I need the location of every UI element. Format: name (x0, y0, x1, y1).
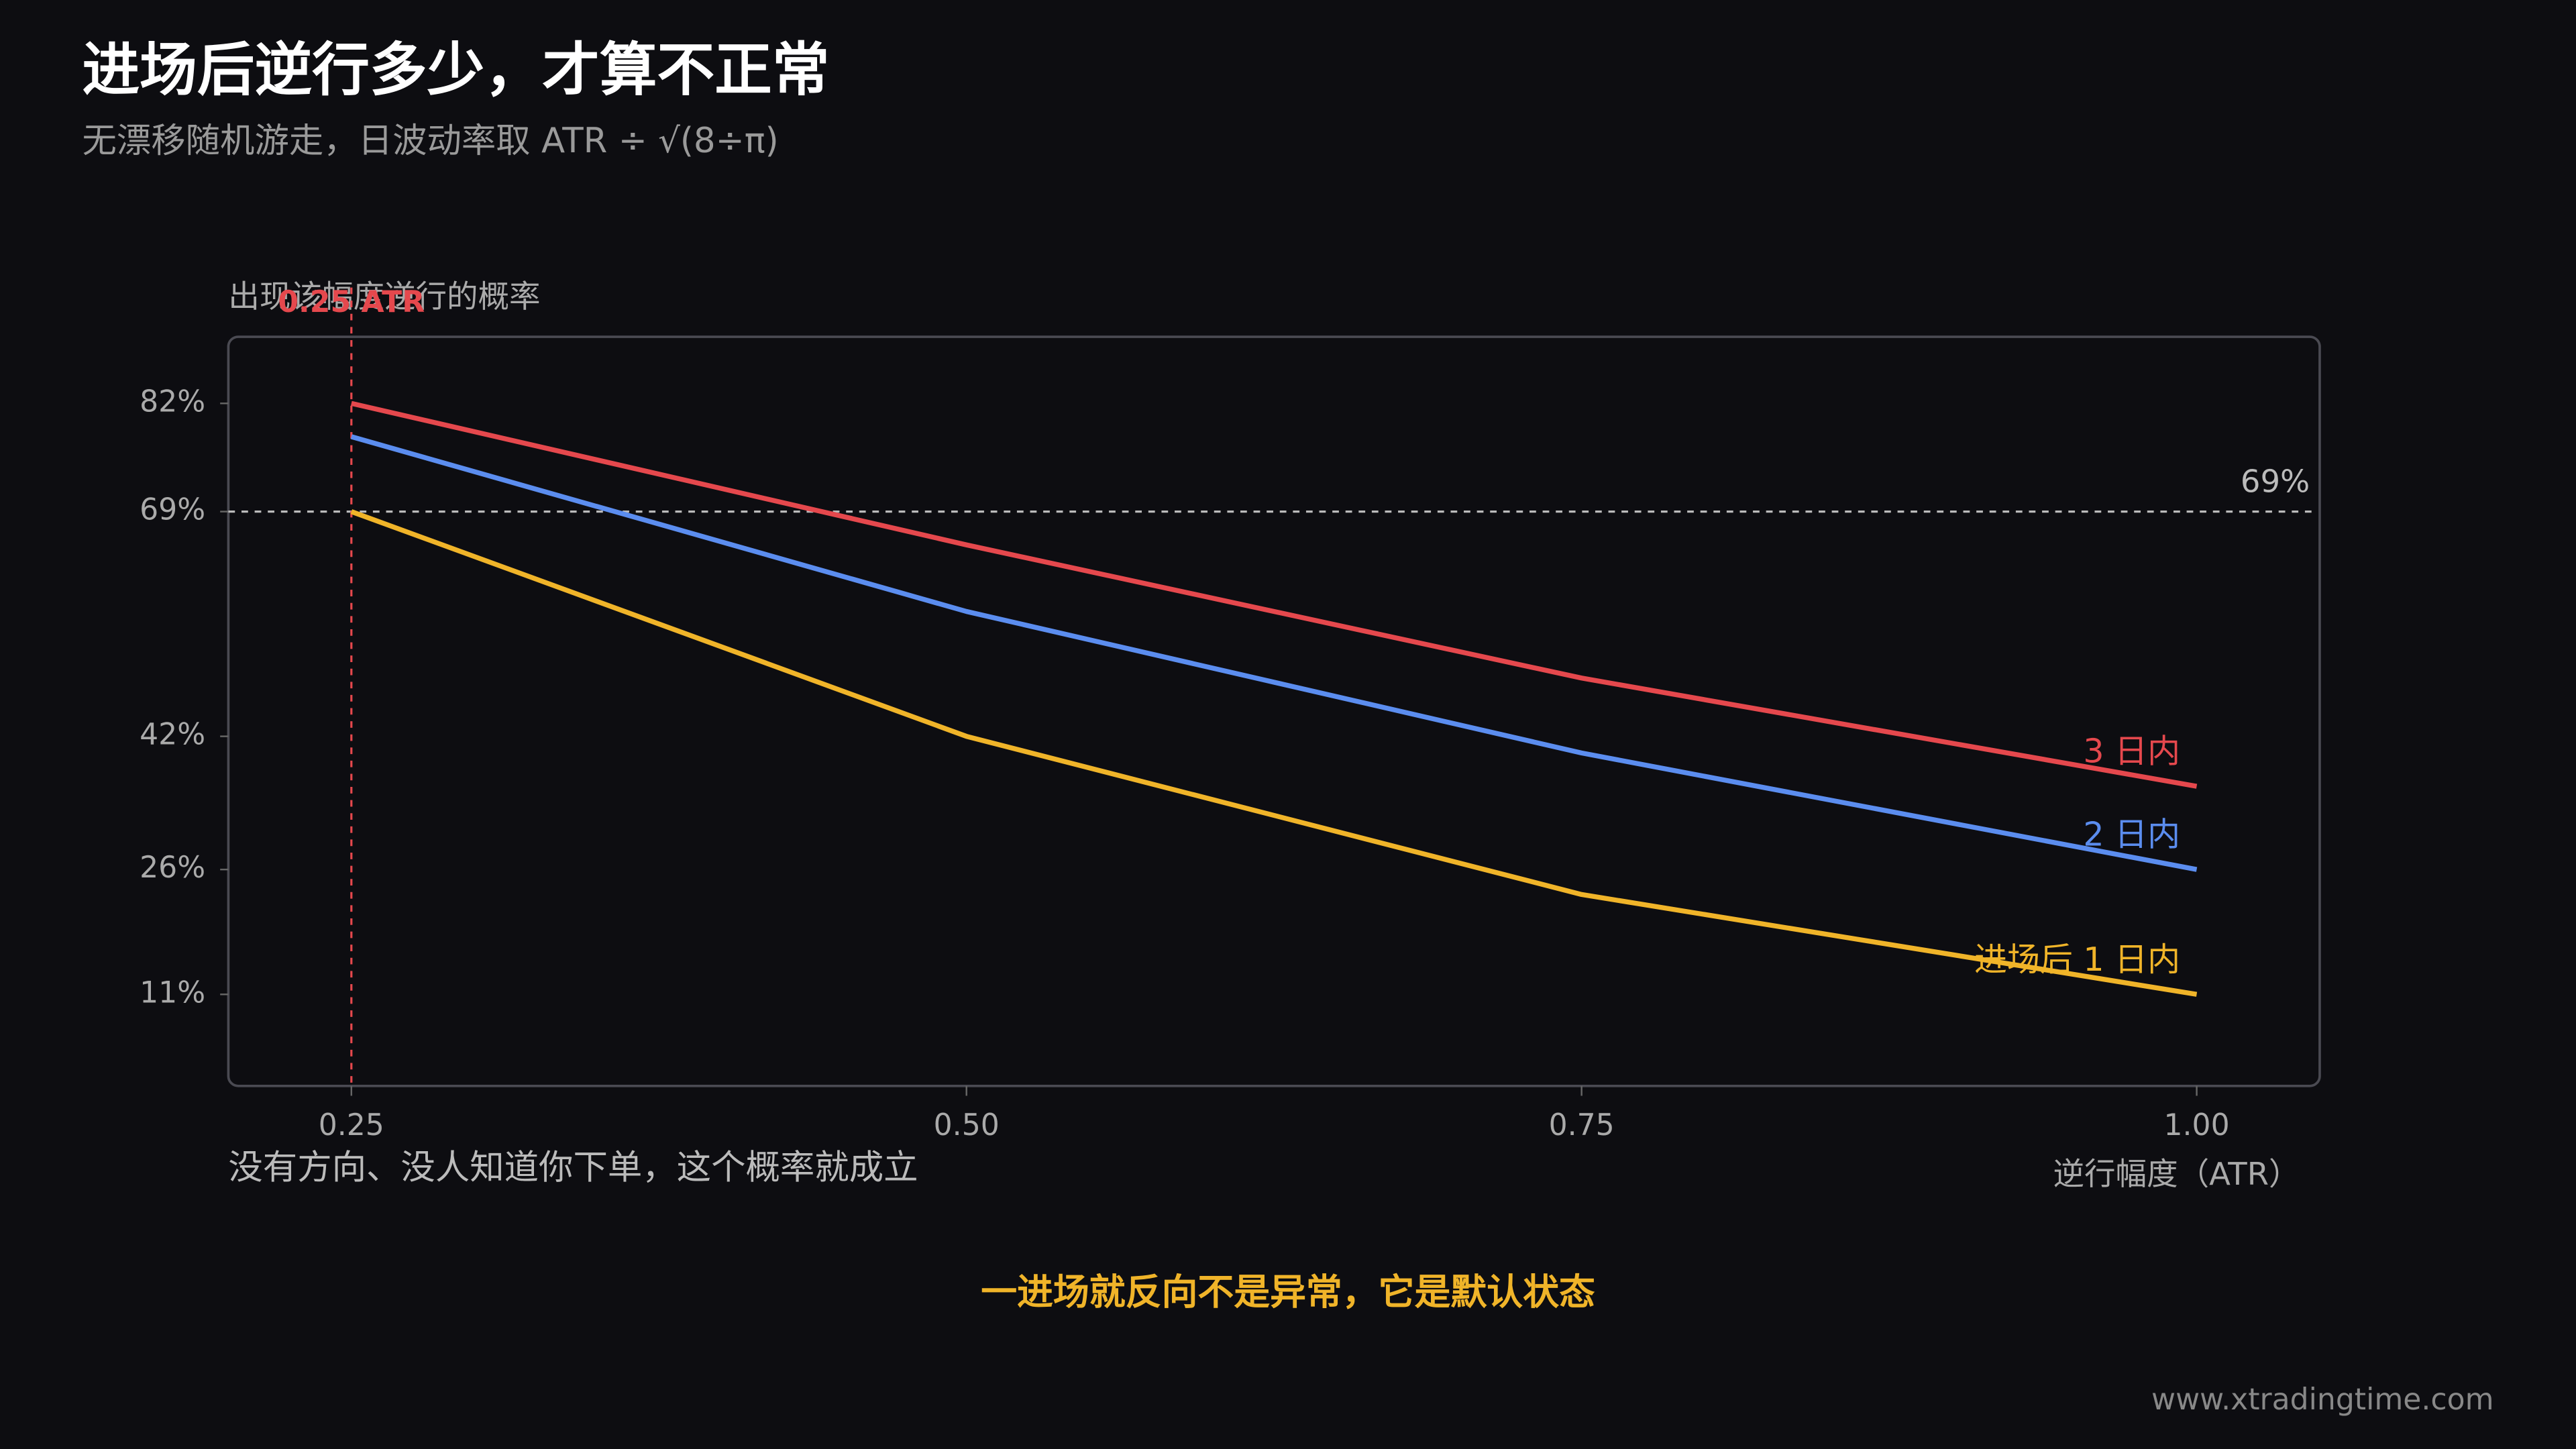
x-tick-label: 0.25 (319, 1108, 384, 1142)
series-line (350, 434, 2198, 872)
y-tick-label: 69% (140, 493, 205, 527)
x-tick-label: 0.50 (934, 1108, 1000, 1142)
x-axis-label: 逆行幅度（ATR） (2053, 1156, 2300, 1192)
y-tick-label: 42% (140, 718, 205, 752)
y-tick-label: 82% (140, 384, 205, 419)
highlight: 一进场就反向不是异常，它是默认状态 (981, 1271, 1595, 1313)
watermark: www.xtradingtime.com (2151, 1383, 2493, 1417)
series-label: 3 日内 (2083, 733, 2180, 771)
series-label: 2 日内 (2083, 816, 2180, 854)
plot-frame (227, 335, 2321, 1087)
series-line (350, 400, 2198, 789)
reference-label: 0.25 ATR (278, 285, 425, 319)
y-axis-label: 出现该幅度逆行的概率 (228, 278, 540, 315)
y-tick-label: 26% (140, 851, 205, 885)
series-label: 进场后 1 日内 (1974, 941, 2180, 979)
y-tick-label: 11% (140, 975, 205, 1010)
x-tick-label: 1.00 (2163, 1108, 2229, 1142)
x-tick-label: 0.75 (1549, 1108, 1615, 1142)
series-line (350, 509, 2198, 997)
chart-subtitle: 无漂移随机游走，日波动率取 ATR ÷ √(8÷π) (82, 121, 778, 161)
chart-title: 进场后逆行多少，才算不正常 (82, 37, 829, 104)
reference-label: 69% (2241, 463, 2310, 499)
note: 没有方向、没人知道你下单，这个概率就成立 (228, 1148, 918, 1188)
